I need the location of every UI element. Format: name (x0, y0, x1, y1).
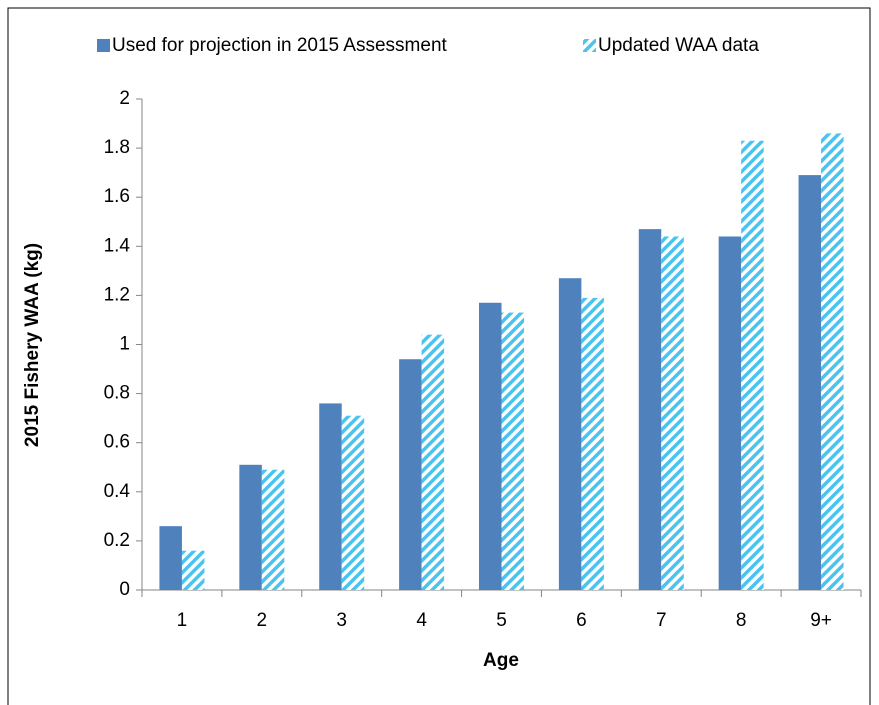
bar (159, 526, 182, 590)
y-tick-label: 0.8 (104, 383, 130, 404)
y-tick-label: 2 (119, 88, 130, 109)
bar (341, 415, 365, 590)
y-tick-label: 1.4 (104, 235, 131, 256)
x-axis-title: Age (483, 650, 519, 671)
x-tick-label: 4 (416, 610, 427, 631)
bar (798, 175, 822, 591)
bar (421, 334, 445, 590)
x-tick-label: 7 (656, 610, 667, 631)
y-tick-label: 0 (119, 579, 130, 600)
y-tick-label: 0.6 (104, 432, 130, 453)
bar (239, 464, 262, 590)
x-tick-label: 3 (336, 610, 347, 631)
bar (661, 236, 684, 591)
bar (399, 359, 422, 590)
y-tick-label: 1 (119, 334, 130, 355)
bar (181, 550, 205, 590)
y-axis-title: 2015 Fishery WAA (kg) (22, 243, 43, 447)
bar (558, 278, 582, 590)
bar (581, 297, 604, 590)
y-tick-label: 0.4 (104, 481, 131, 502)
bar (821, 133, 844, 590)
y-tick-label: 1.2 (104, 284, 130, 305)
x-tick-label: 6 (576, 610, 587, 631)
x-tick-label: 9+ (810, 610, 832, 631)
bar (319, 403, 342, 590)
y-tick-label: 0.2 (104, 530, 130, 551)
bar (718, 236, 742, 591)
x-tick-label: 2 (257, 610, 268, 631)
x-tick-label: 1 (177, 610, 188, 631)
x-tick-label: 5 (496, 610, 507, 631)
y-tick-label: 1.6 (104, 186, 130, 207)
bar (261, 469, 285, 590)
bar (501, 312, 524, 590)
bar (479, 302, 502, 590)
chart-border (7, 7, 871, 705)
legend-swatch (97, 39, 110, 52)
x-tick-label: 8 (736, 610, 747, 631)
legend-label: Used for projection in 2015 Assessment (112, 35, 448, 56)
legend-swatch (583, 39, 596, 52)
bar (638, 229, 662, 591)
bar (741, 140, 764, 591)
legend-label: Updated WAA data (598, 35, 759, 56)
y-tick-label: 1.8 (104, 137, 130, 158)
